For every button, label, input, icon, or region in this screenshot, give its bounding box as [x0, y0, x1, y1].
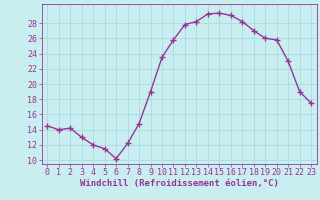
X-axis label: Windchill (Refroidissement éolien,°C): Windchill (Refroidissement éolien,°C) [80, 179, 279, 188]
